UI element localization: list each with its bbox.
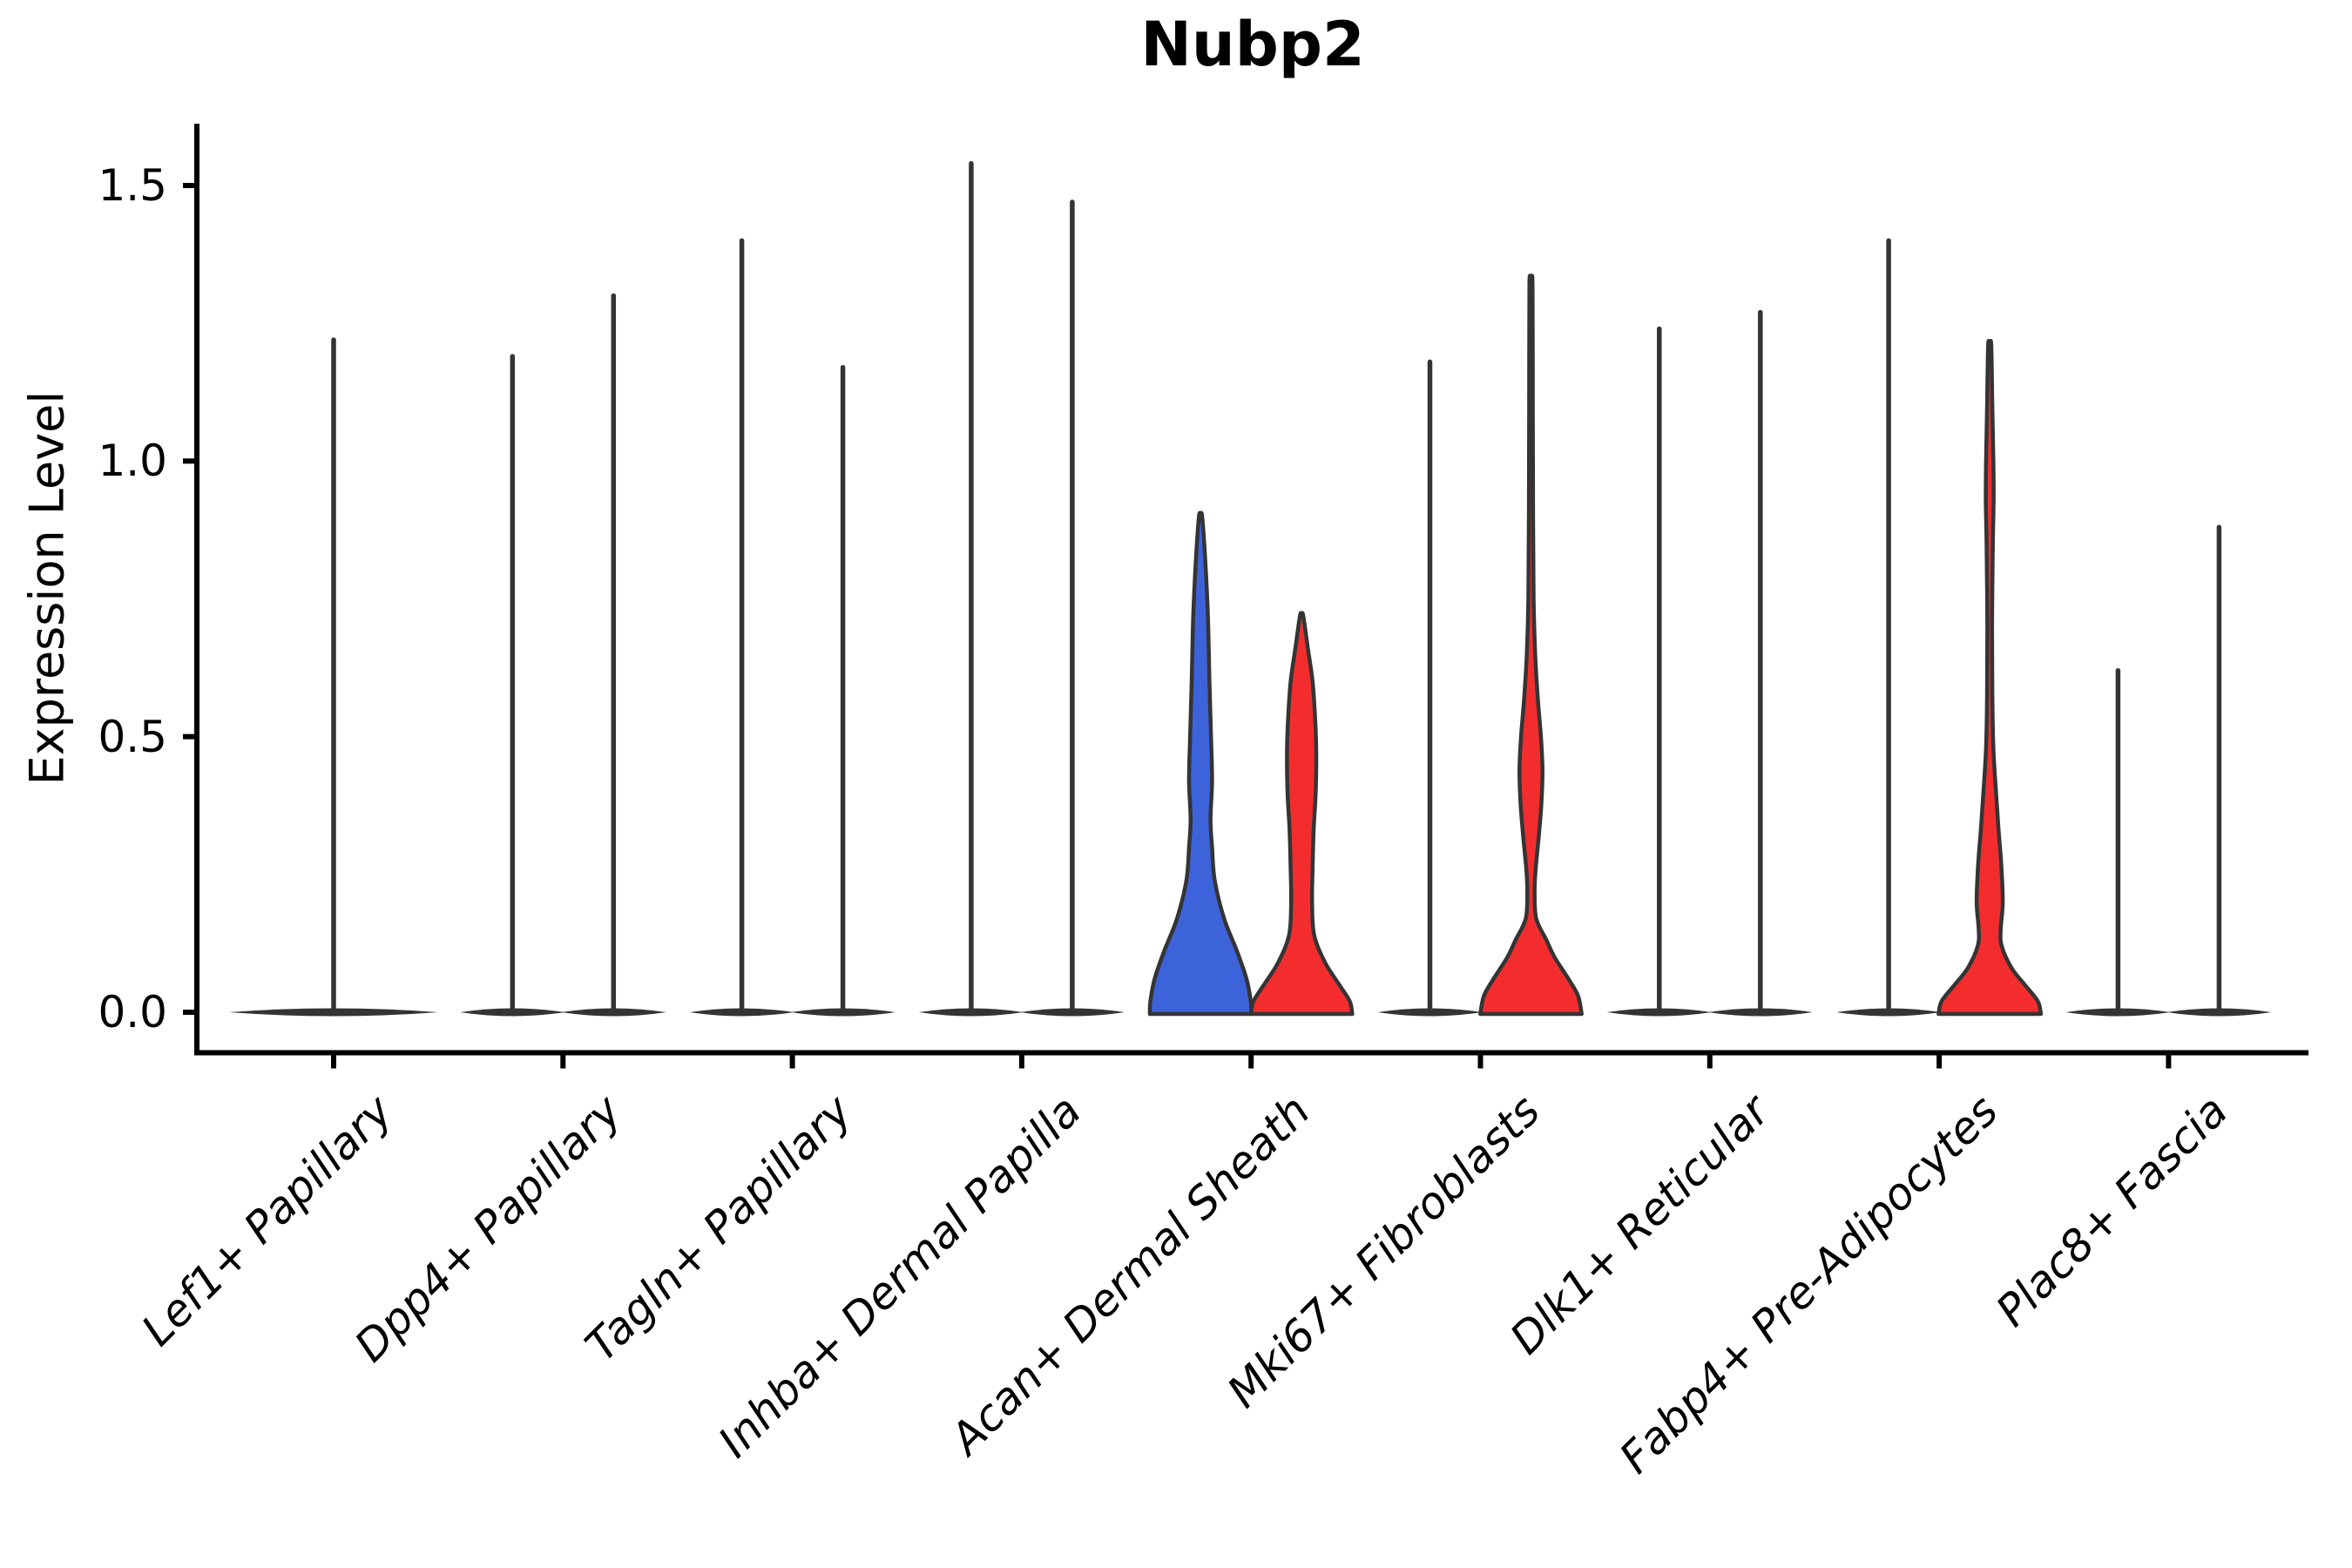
violin-red xyxy=(1478,274,1584,1017)
violin-red xyxy=(1248,611,1355,1017)
violin-blue xyxy=(1147,510,1254,1017)
violin-red xyxy=(1936,339,2044,1017)
y-tick-label-1.5: 1.5 xyxy=(98,160,167,211)
y-tick-label-0.5: 0.5 xyxy=(98,712,167,762)
y-tick-label-0: 0.0 xyxy=(98,987,167,1037)
chart-title: Nubp2 xyxy=(1140,9,1365,80)
y-tick-label-1.0: 1.0 xyxy=(98,436,167,486)
